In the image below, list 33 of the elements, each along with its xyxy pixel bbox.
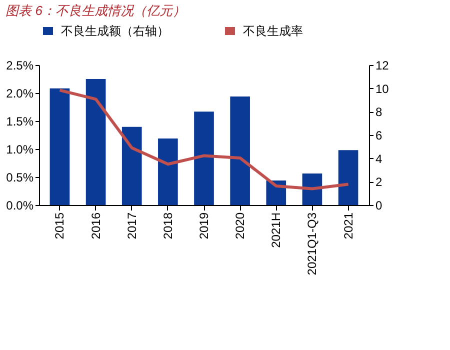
y-tick-label: 0.5%: [6, 170, 34, 184]
y-tick-label: 2.5%: [6, 58, 34, 72]
x-tick-label: 2020: [233, 212, 248, 240]
y-tick-label: 1.5%: [6, 114, 34, 128]
bar: [50, 88, 70, 205]
x-tick-label: 2021Q1-Q3: [305, 212, 320, 276]
y2-tick-label: 0: [376, 198, 382, 212]
bar: [86, 79, 106, 205]
y-tick-label: 2.0%: [6, 86, 34, 100]
bar: [194, 112, 214, 205]
x-tick-label: 2021H: [269, 212, 284, 248]
y2-tick-label: 4: [376, 152, 382, 166]
y-tick-label: 0.0%: [6, 198, 34, 212]
x-tick-label: 2015: [52, 212, 67, 240]
y2-tick-label: 6: [376, 128, 382, 142]
x-tick-label: 2016: [88, 212, 103, 240]
y2-tick-label: 10: [376, 82, 390, 96]
legend-label: 不良生成额（右轴）: [61, 24, 169, 38]
bar: [158, 138, 178, 205]
y2-tick-label: 12: [376, 58, 390, 72]
bar: [230, 96, 250, 205]
legend-label: 不良生成率: [243, 24, 303, 38]
y-tick-label: 1.0%: [6, 142, 34, 156]
x-tick-label: 2018: [160, 212, 175, 240]
y2-tick-label: 2: [376, 175, 382, 190]
bar: [338, 150, 358, 205]
x-tick-label: 2017: [124, 212, 139, 240]
x-tick-label: 2019: [197, 212, 211, 240]
bar: [122, 126, 142, 205]
chart-title: 图表 6：不良生成情况（亿元）: [6, 3, 186, 18]
x-tick-label: 2021: [341, 212, 356, 240]
y2-tick-label: 8: [376, 105, 382, 120]
line-series: [58, 88, 350, 190]
